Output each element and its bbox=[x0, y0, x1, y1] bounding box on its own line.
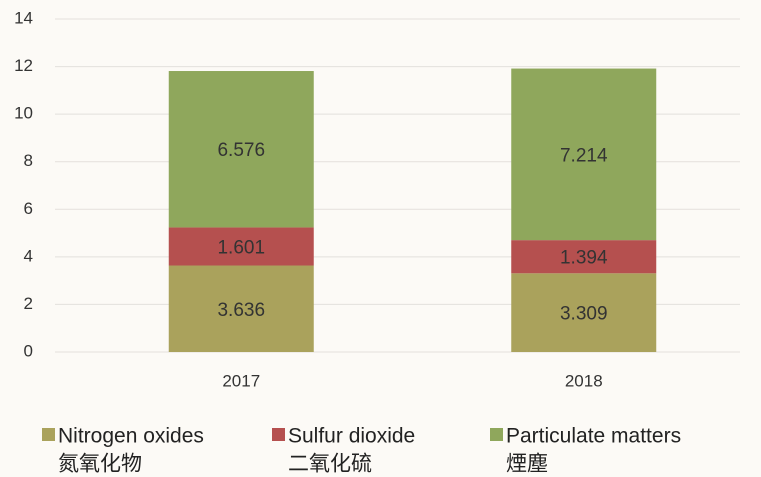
legend-label-zh: 氮氧化物 bbox=[58, 453, 142, 476]
legend-label-zh: 煙塵 bbox=[506, 453, 548, 476]
y-tick-label: 2 bbox=[24, 294, 33, 313]
bar-segment bbox=[511, 240, 657, 274]
data-label: 1.394 bbox=[560, 248, 608, 269]
bar-segment bbox=[511, 68, 657, 241]
bar-segment bbox=[168, 265, 314, 352]
data-label: 3.309 bbox=[560, 304, 608, 325]
y-tick-label: 12 bbox=[14, 56, 33, 75]
legend: Nitrogen oxides 氮氧化物 Sulfur dioxide 二氧化硫 Par… bbox=[42, 425, 681, 476]
legend-swatch bbox=[490, 428, 503, 441]
y-tick-label: 6 bbox=[24, 199, 33, 218]
data-label: 7.214 bbox=[560, 145, 608, 166]
legend-swatch bbox=[272, 428, 285, 441]
y-tick-label: 8 bbox=[24, 151, 33, 170]
legend-label-zh: 二氧化硫 bbox=[288, 453, 372, 476]
legend-swatch bbox=[42, 428, 55, 441]
x-tick-label: 2018 bbox=[565, 371, 603, 390]
bar-segment bbox=[168, 71, 314, 228]
legend-label: Particulate matters bbox=[506, 425, 681, 448]
y-tick-label: 10 bbox=[14, 104, 33, 123]
data-label: 6.576 bbox=[217, 140, 265, 161]
y-tick-label: 14 bbox=[14, 8, 33, 27]
bar-segment bbox=[168, 227, 314, 266]
bar-segment bbox=[511, 273, 657, 352]
y-tick-label: 4 bbox=[24, 246, 33, 265]
x-tick-label: 2017 bbox=[222, 371, 260, 390]
data-label: 3.636 bbox=[217, 300, 265, 321]
y-tick-label: 0 bbox=[24, 341, 33, 360]
legend-label: Sulfur dioxide bbox=[288, 425, 415, 448]
legend-label: Nitrogen oxides bbox=[58, 425, 204, 448]
data-label: 1.601 bbox=[217, 237, 265, 258]
